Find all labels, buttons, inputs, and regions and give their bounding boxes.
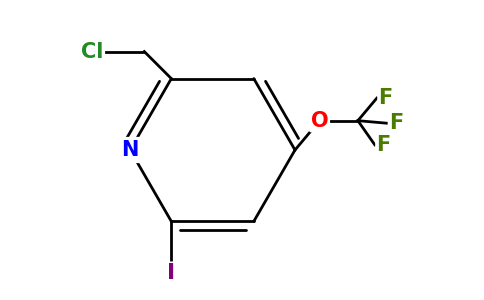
Text: O: O [311, 111, 329, 131]
Text: F: F [378, 88, 393, 108]
Text: N: N [121, 140, 139, 160]
Text: Cl: Cl [81, 41, 103, 62]
Text: F: F [389, 113, 403, 133]
Text: I: I [167, 262, 175, 283]
Text: F: F [376, 135, 391, 155]
